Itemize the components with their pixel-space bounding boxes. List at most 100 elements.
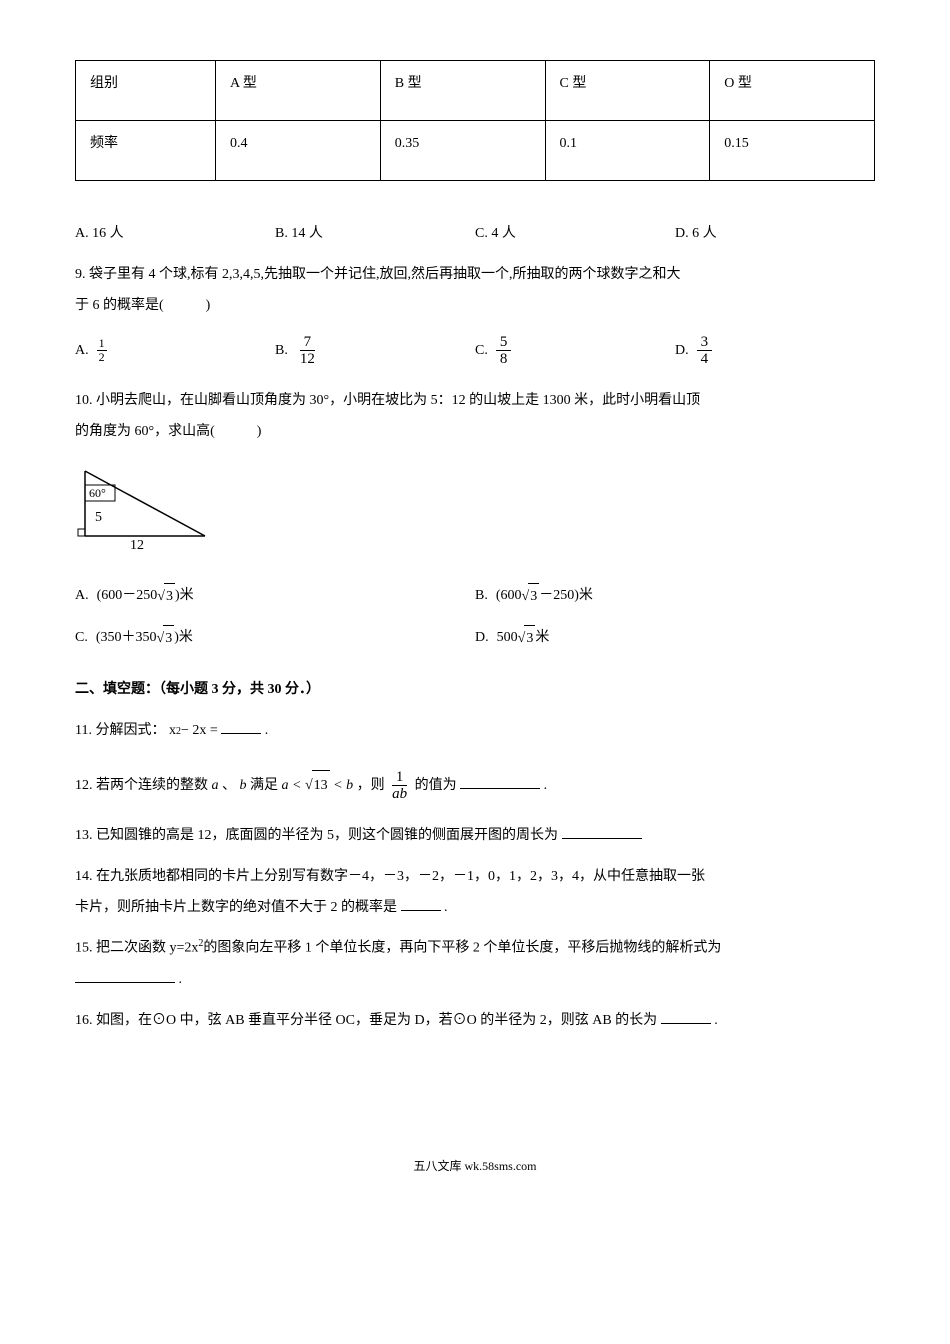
option-b: B. 14 人 (275, 221, 475, 246)
option-a: A. (600－250 √3 )米 (75, 583, 475, 609)
question-11: 11. 分解因式： x2 − 2x = . (75, 716, 875, 747)
sqrt: √3 (518, 625, 536, 651)
option-c: C. (350＋350 √3 )米 (75, 625, 475, 651)
q11-suffix: . (265, 723, 269, 738)
table-header-cell: O 型 (710, 61, 875, 121)
expr-prefix: (600 (496, 583, 522, 608)
denominator: 8 (496, 351, 512, 368)
expression: 500 √3 米 (497, 625, 550, 651)
option-label: D. (675, 338, 689, 363)
q9-text-line2: 于 6 的概率是( ) (75, 291, 875, 322)
expr-suffix: )米 (174, 625, 193, 650)
option-label: D. (475, 625, 489, 650)
numerator: 1 (392, 769, 408, 787)
fraction: 5 8 (496, 334, 512, 368)
fill-blank (661, 1010, 711, 1024)
question-16: 16. 如图，在⊙O 中，弦 AB 垂直平分半径 OC，垂足为 D，若⊙O 的半… (75, 1006, 875, 1037)
fill-blank (460, 775, 540, 789)
q10-text-line1: 10. 小明去爬山，在山脚看山顶角度为 30°，小明在坡比为 5：12 的山坡上… (75, 386, 875, 417)
table-cell: 0.35 (380, 121, 545, 181)
radicand: 3 (528, 583, 539, 609)
option-label: C. (75, 625, 88, 650)
lt1: < (292, 778, 305, 793)
option-c: C. 4 人 (475, 221, 675, 246)
q12-suffix: . (544, 778, 548, 793)
radicand: 3 (163, 625, 174, 651)
table-header-cell: B 型 (380, 61, 545, 121)
lt2: < (333, 778, 346, 793)
expression: x2 − 2x = (169, 716, 218, 747)
q12-mid4: 的值为 (415, 778, 457, 793)
expr-prefix: 500 (497, 625, 518, 650)
table-row: 组别 A 型 B 型 C 型 O 型 (76, 61, 875, 121)
radicand: 3 (524, 625, 535, 651)
option-b: B. 7 12 (275, 334, 475, 368)
option-d: D. 500 √3 米 (475, 625, 875, 651)
fill-blank (562, 825, 642, 839)
q15-line1-pre: 15. 把二次函数 y=2x (75, 941, 198, 956)
q14-line1: 14. 在九张质地都相同的卡片上分别写有数字－4，－3，－2，－1，0，1，2，… (75, 862, 875, 893)
sqrt: √3 (522, 583, 540, 609)
expr-prefix: (600－250 (97, 583, 158, 608)
q10-text-line2: 的角度为 60°，求山高( ) (75, 417, 875, 448)
denominator: 2 (97, 351, 107, 364)
denominator: 4 (697, 351, 713, 368)
expression: (600－250 √3 )米 (97, 583, 194, 609)
expression: (600 √3 －250)米 (496, 583, 593, 609)
numerator: 5 (496, 334, 512, 352)
expr-part: − 2x = (181, 716, 218, 747)
fill-blank (401, 897, 441, 911)
denominator: ab (388, 786, 411, 803)
expression: (350＋350 √3 )米 (96, 625, 193, 651)
q9-options: A. 1 2 B. 7 12 C. 5 8 D. 3 4 (75, 334, 875, 368)
var-b2: b (346, 778, 353, 793)
q15-line2-suf: . (179, 972, 183, 987)
var-a2: a (282, 778, 289, 793)
q12-mid1: 、 (222, 778, 236, 793)
expr-prefix: (350＋350 (96, 625, 157, 650)
q14-line2-pre: 卡片，则所抽卡片上数字的绝对值不大于 2 的概率是 (75, 900, 397, 915)
option-label: A. (75, 338, 89, 363)
table-cell: 0.1 (545, 121, 710, 181)
side-vertical-label: 5 (95, 510, 102, 525)
side-horizontal-label: 12 (130, 538, 144, 551)
numerator: 3 (697, 334, 713, 352)
question-10: 10. 小明去爬山，在山脚看山顶角度为 30°，小明在坡比为 5：12 的山坡上… (75, 386, 875, 448)
table-header-cell: A 型 (216, 61, 381, 121)
q12-mid3: ，则 (357, 778, 385, 793)
q16-suf: . (714, 1013, 718, 1028)
fill-blank (75, 969, 175, 983)
page-footer: 五八文库 wk.58sms.com (75, 1156, 875, 1178)
q15-line2: . (75, 965, 875, 996)
fill-blank (221, 720, 261, 734)
question-13: 13. 已知圆锥的高是 12，底面圆的半径为 5，则这个圆锥的侧面展开图的周长为 (75, 821, 875, 852)
q15-line1-suf: 的图象向左平移 1 个单位长度，再向下平移 2 个单位长度，平移后抛物线的解析式… (203, 941, 721, 956)
table-row: 频率 0.4 0.35 0.1 0.15 (76, 121, 875, 181)
option-label: A. (75, 583, 89, 608)
table-cell: 0.15 (710, 121, 875, 181)
option-d: D. 6 人 (675, 221, 875, 246)
q14-line2: 卡片，则所抽卡片上数字的绝对值不大于 2 的概率是 . (75, 893, 875, 924)
q8-options: A. 16 人 B. 14 人 C. 4 人 D. 6 人 (75, 221, 875, 246)
question-14: 14. 在九张质地都相同的卡片上分别写有数字－4，－3，－2，－1，0，1，2，… (75, 862, 875, 924)
numerator: 7 (300, 334, 316, 352)
frequency-table: 组别 A 型 B 型 C 型 O 型 频率 0.4 0.35 0.1 0.15 (75, 60, 875, 181)
radicand: 3 (164, 583, 175, 609)
fraction: 1 2 (97, 337, 107, 364)
numerator: 1 (97, 337, 107, 351)
question-12: 12. 若两个连续的整数 a 、 b 满足 a < √13 < b ，则 1 a… (75, 769, 875, 803)
option-d: D. 3 4 (675, 334, 875, 368)
fraction: 3 4 (697, 334, 713, 368)
angle-label: 60° (89, 486, 106, 500)
denominator: 12 (296, 351, 319, 368)
option-a: A. 1 2 (75, 337, 275, 364)
radicand: 13 (312, 770, 330, 802)
table-cell: 0.4 (216, 121, 381, 181)
q16-pre: 16. 如图，在⊙O 中，弦 AB 垂直平分半径 OC，垂足为 D，若⊙O 的半… (75, 1013, 657, 1028)
diagram-svg: 60° 5 12 (75, 461, 235, 551)
triangle-diagram: 60° 5 12 (75, 461, 875, 560)
table-header-cell: 组别 (76, 61, 216, 121)
fraction: 7 12 (296, 334, 319, 368)
expr-suffix: 米 (535, 625, 549, 650)
option-a: A. 16 人 (75, 221, 275, 246)
